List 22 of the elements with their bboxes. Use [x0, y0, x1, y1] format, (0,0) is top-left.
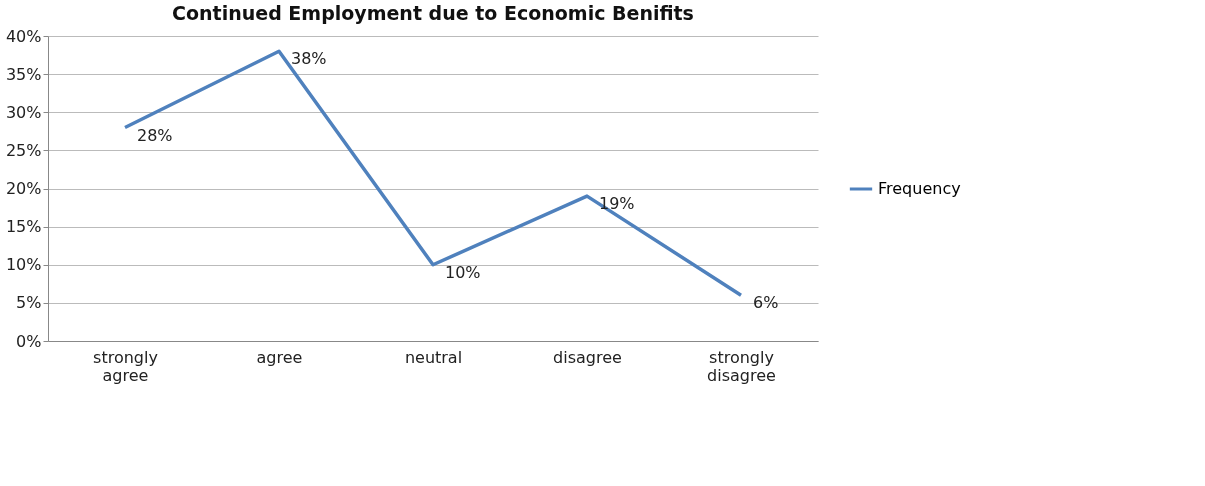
chart-title: Continued Employment due to Economic Benifits — [172, 2, 694, 24]
x-tick-label: agree — [256, 347, 303, 367]
y-tick-label: 35% — [5, 64, 42, 84]
data-label: 6% — [753, 293, 779, 313]
x-tick-label: disagree — [553, 347, 622, 367]
data-label: 38% — [291, 49, 327, 69]
y-tick-label: 20% — [5, 179, 42, 198]
y-tick-label: 15% — [5, 217, 42, 237]
data-label: 10% — [445, 262, 481, 282]
x-tick-label: neutral — [404, 347, 463, 367]
data-label: 28% — [137, 125, 173, 145]
y-tick-label: 10% — [5, 255, 42, 275]
y-tick-label: 0% — [16, 331, 42, 351]
y-tick-label: 40% — [5, 26, 42, 46]
x-tick-label: strongly disagree — [707, 347, 776, 385]
y-tick-label: 30% — [5, 102, 42, 122]
data-label: 19% — [599, 194, 635, 214]
legend-label: Frequency — [878, 179, 961, 198]
x-tick-label: strongly agree — [93, 347, 158, 385]
line-series — [123, 49, 743, 297]
y-tick-label: 5% — [16, 293, 42, 313]
y-tick-label: 25% — [5, 140, 42, 160]
